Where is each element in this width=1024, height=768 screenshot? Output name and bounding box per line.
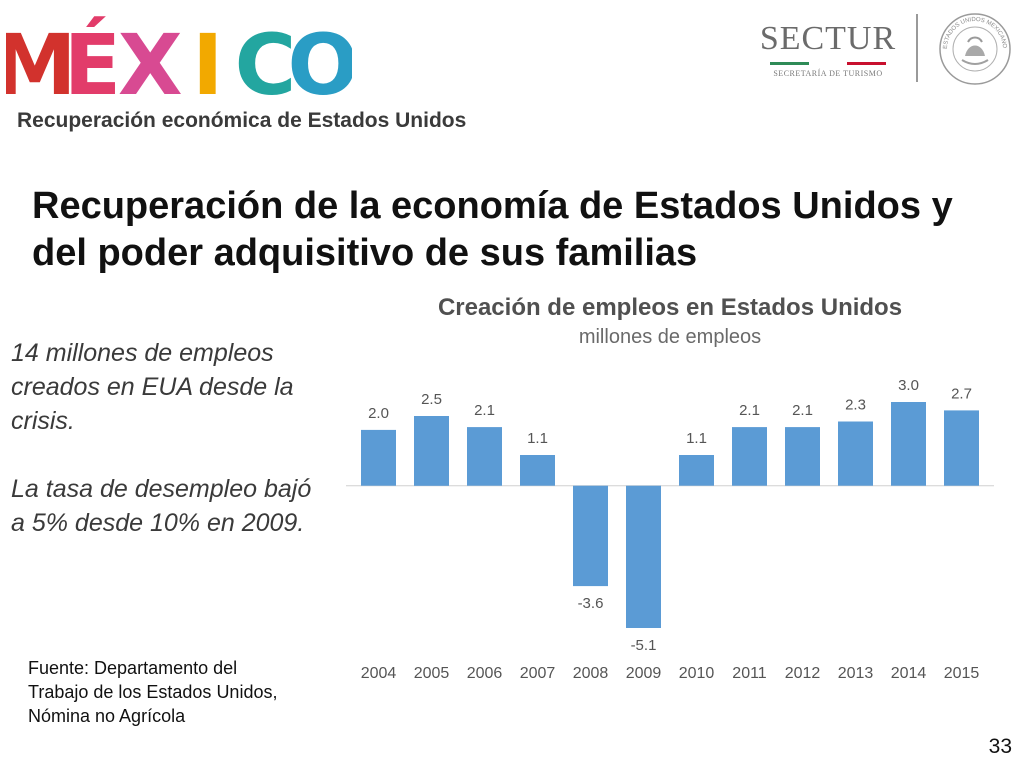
data-label-2012: 2.1 (792, 402, 813, 419)
data-label-2013: 2.3 (845, 397, 866, 414)
bar-2012 (785, 427, 820, 486)
note-jobs-created: 14 millones de empleos creados en EUA de… (11, 339, 294, 435)
bar-2010 (679, 455, 714, 486)
section-label: Recuperación económica de Estados Unidos (17, 109, 467, 132)
sectur-stripe (770, 62, 886, 65)
data-label-2007: 1.1 (527, 430, 548, 447)
bar-2005 (414, 416, 449, 486)
source-note: Fuente: Departamento del Trabajo de los … (28, 658, 278, 726)
header-divider (916, 14, 918, 82)
sectur-name: SECTUR (759, 20, 897, 57)
logo-letter: O (287, 16, 352, 106)
bar-2007 (520, 455, 555, 486)
page-number: 33 (988, 735, 1012, 758)
x-tick-2011: 2011 (732, 665, 767, 682)
page-title: Recuperación de la economía de Estados U… (32, 185, 953, 274)
chart-title: Creación de empleos en Estados Unidos (437, 294, 903, 321)
data-label-2014: 3.0 (898, 377, 919, 394)
x-tick-2007: 2007 (520, 665, 556, 682)
sectur-subtitle: SECRETARÍA DE TURISMO (773, 69, 883, 78)
data-label-2006: 2.1 (474, 402, 495, 419)
bar-2009 (626, 485, 661, 628)
logo-letter: X (118, 16, 183, 106)
bar-2011 (732, 427, 767, 486)
data-label-2015: 2.7 (951, 385, 972, 402)
logo-letter: I (192, 16, 223, 106)
data-label-2010: 1.1 (686, 430, 707, 447)
jobs-bar-chart: 2.0 2004 2.5 2005 2.1 2006 1.1 2007 -3.6 2008 -5.1… (340, 360, 1010, 690)
data-label-2004: 2.0 (368, 405, 389, 422)
x-tick-2004: 2004 (361, 665, 397, 682)
x-tick-2009: 2009 (626, 665, 662, 682)
x-tick-2006: 2006 (467, 665, 503, 682)
x-tick-2008: 2008 (573, 665, 609, 682)
bar-2015 (944, 410, 979, 486)
bar-2013 (838, 421, 873, 486)
data-label-2008: -3.6 (578, 595, 604, 612)
national-seal-icon: ESTADOS UNIDOS MEXICANOS (936, 8, 1012, 86)
x-tick-2015: 2015 (944, 665, 980, 682)
logo-letter: C (235, 16, 297, 106)
side-notes: 14 millones de empleos creados en EUA de… (11, 336, 331, 540)
bar-2008 (573, 485, 608, 587)
chart-subtitle: millones de empleos (578, 326, 762, 348)
logo-letter: M (6, 16, 77, 106)
bar-2014 (891, 402, 926, 486)
logo-letter: É (64, 16, 121, 106)
data-label-2009: -5.1 (631, 637, 657, 654)
bar-2004 (361, 429, 396, 486)
x-tick-2013: 2013 (838, 665, 874, 682)
x-tick-2014: 2014 (891, 665, 927, 682)
note-unemployment: La tasa de desempleo bajó a 5% desde 10%… (11, 475, 312, 537)
data-label-2005: 2.5 (421, 391, 442, 408)
x-tick-2010: 2010 (679, 665, 715, 682)
x-tick-2005: 2005 (414, 665, 450, 682)
x-tick-2012: 2012 (785, 665, 821, 682)
sectur-logo: SECTUR SECRETARÍA DE TURISMO (748, 20, 908, 82)
bar-2006 (467, 427, 502, 486)
data-label-2011: 2.1 (739, 402, 760, 419)
